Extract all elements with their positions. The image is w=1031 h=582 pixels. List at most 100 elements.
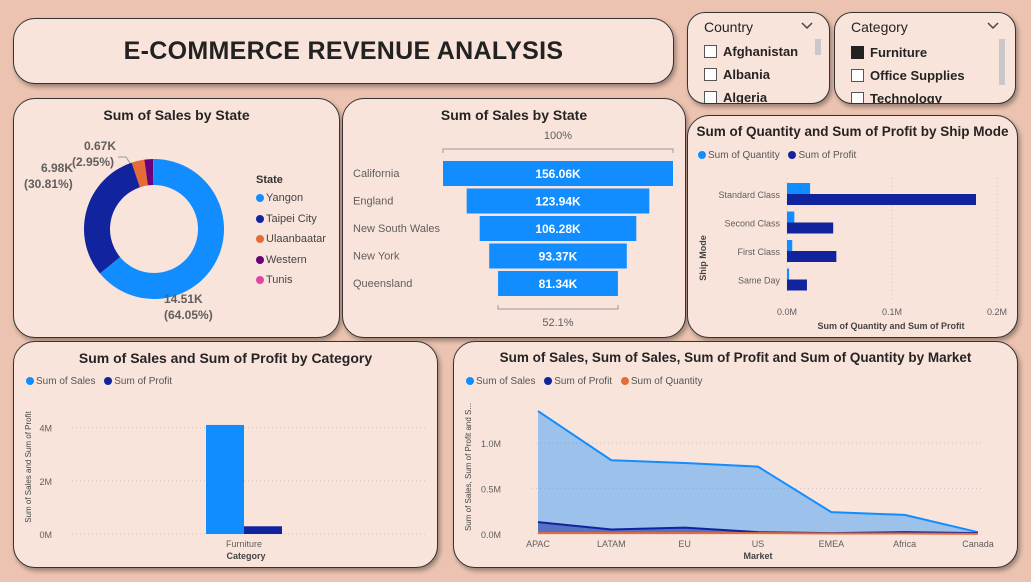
slicer-item-furniture[interactable]: Furniture <box>851 45 927 60</box>
y-tick-label: First Class <box>738 247 781 257</box>
bar-quantity[interactable] <box>787 240 793 251</box>
legend-item: Sum of Quantity <box>620 376 703 387</box>
legend-item: Sum of Profit <box>788 150 856 161</box>
donut-legend: Yangon Taipei City Ulaanbaatar Western Tunis <box>256 188 326 291</box>
country-slicer[interactable]: Country Afghanistan Albania Algeria <box>687 12 830 104</box>
area-sales[interactable] <box>538 411 978 534</box>
legend-dot <box>256 194 264 202</box>
checkbox[interactable] <box>851 92 864 103</box>
funnel-bottom-pct: 52.1% <box>542 317 573 329</box>
y-tick-label: Standard Class <box>718 190 780 200</box>
scrollbar[interactable] <box>815 39 821 55</box>
bar-quantity[interactable] <box>787 183 811 194</box>
funnel-bracket-top <box>442 148 674 153</box>
shipmode-title: Sum of Quantity and Sum of Profit by Shi… <box>696 124 1009 139</box>
bar-profit[interactable] <box>244 526 282 534</box>
bar-profit[interactable] <box>787 222 834 234</box>
legend-dot <box>104 377 113 385</box>
legend-item[interactable]: Western <box>256 250 326 271</box>
country-slicer-title: Country <box>704 19 754 35</box>
slicer-item-technology[interactable]: Technology <box>851 91 942 103</box>
checkbox-checked[interactable] <box>851 46 864 59</box>
bar-profit[interactable] <box>787 279 807 291</box>
market-legend: Sum of Sales Sum of Profit Sum of Quanti… <box>466 376 709 387</box>
checkbox[interactable] <box>704 45 717 58</box>
funnel-chart: 100% 156.06K California 123.94K England 106.… <box>353 130 674 329</box>
market-chart: 0.0M 0.5M 1.0M APAC LATAM EU US EMEA Africa Canad… <box>464 403 994 561</box>
donut-slice-yangon[interactable] <box>99 159 224 299</box>
scrollbar[interactable] <box>999 39 1005 85</box>
slicer-item-afghanistan[interactable]: Afghanistan <box>704 44 798 59</box>
legend-item[interactable]: Taipei City <box>256 209 326 230</box>
category-legend: Sum of Sales Sum of Profit <box>26 376 178 387</box>
category-slicer-title: Category <box>851 19 908 35</box>
funnel-value-label: 106.28K <box>535 222 581 236</box>
bar-profit[interactable] <box>787 251 837 262</box>
funnel-top-pct: 100% <box>544 130 572 142</box>
legend-title: State <box>256 174 283 186</box>
funnel-bar[interactable] <box>489 243 627 269</box>
funnel-value-label: 81.34K <box>539 277 578 291</box>
checkbox[interactable] <box>704 91 717 103</box>
legend-item[interactable]: Yangon <box>256 188 326 209</box>
data-label: (64.05%) <box>164 308 213 322</box>
legend-item: Sum of Profit <box>544 376 612 387</box>
funnel-title: Sum of Sales by State <box>440 107 588 123</box>
donut-slice-tunis[interactable] <box>153 159 154 186</box>
legend-item[interactable]: Ulaanbaatar <box>256 229 326 250</box>
funnel-bar[interactable] <box>443 161 673 186</box>
donut-slice-ulaanbaatar[interactable] <box>131 159 148 188</box>
shipmode-chart: 0.0M 0.1M 0.2M Standard Class Second Class F… <box>698 178 1007 331</box>
checkbox[interactable] <box>851 69 864 82</box>
funnel-bar[interactable] <box>479 216 637 241</box>
chevron-down-icon[interactable] <box>985 17 1001 33</box>
x-tick-label: EMEA <box>819 539 845 549</box>
area-sales-line[interactable] <box>537 410 979 534</box>
funnel-category-label: California <box>353 168 400 180</box>
page-title: E-COMMERCE REVENUE ANALYSIS <box>123 37 564 65</box>
area-profit[interactable] <box>538 522 978 534</box>
data-label: 0.67K <box>84 139 116 153</box>
slicer-item-algeria[interactable]: Algeria <box>704 90 767 103</box>
x-tick-label: US <box>752 539 765 549</box>
x-tick-label: 0.0M <box>777 307 797 317</box>
bar-profit[interactable] <box>787 194 976 205</box>
x-tick-label: Furniture <box>226 539 262 549</box>
leader-line <box>118 156 131 164</box>
bar-quantity[interactable] <box>787 268 790 280</box>
funnel-value-label: 156.06K <box>535 167 581 181</box>
legend-item: Sum of Quantity <box>698 150 780 161</box>
legend-item[interactable]: Tunis <box>256 270 326 291</box>
area-quantity-line[interactable] <box>538 532 979 535</box>
legend-item: Sum of Profit <box>104 376 172 387</box>
funnel-category-label: Queensland <box>353 278 412 290</box>
category-chart-title: Sum of Sales and Sum of Profit by Catego… <box>78 350 373 366</box>
bar-sales[interactable] <box>206 424 244 534</box>
x-tick-label: EU <box>678 539 691 549</box>
legend-dot <box>256 255 264 264</box>
legend-dot <box>788 151 797 159</box>
x-tick-label: Africa <box>893 539 916 549</box>
y-tick-label: 0M <box>39 530 52 540</box>
donut-slice-taipei-city[interactable] <box>83 162 140 274</box>
funnel-bar[interactable] <box>498 271 618 296</box>
data-label: 6.98K <box>41 161 73 175</box>
slicer-item-albania[interactable]: Albania <box>704 67 770 82</box>
shipmode-card: Sum of Quantity and Sum of Profit by Shi… <box>687 115 1018 338</box>
donut-slice-western[interactable] <box>144 159 154 186</box>
legend-dot <box>698 151 706 159</box>
data-label: (30.81%) <box>24 177 73 191</box>
bar-quantity[interactable] <box>787 211 795 223</box>
y-tick-label: Second Class <box>724 219 780 229</box>
donut-chart: 14.51K (64.05%) 6.98K (30.81%) 0.67K (2.… <box>24 139 283 322</box>
x-axis-title: Category <box>226 551 265 561</box>
y-axis-title: Sum of Sales, Sum of Profit and S... <box>464 403 473 531</box>
funnel-bar[interactable] <box>466 188 650 214</box>
category-slicer[interactable]: Category Furniture Office Supplies Techn… <box>834 12 1016 104</box>
slicer-item-office-supplies[interactable]: Office Supplies <box>851 68 965 83</box>
chevron-down-icon[interactable] <box>799 17 815 33</box>
x-tick-label: Canada <box>962 539 994 549</box>
funnel-bracket-bottom <box>497 305 619 310</box>
y-tick-label: 4M <box>39 424 52 434</box>
checkbox[interactable] <box>704 68 717 81</box>
